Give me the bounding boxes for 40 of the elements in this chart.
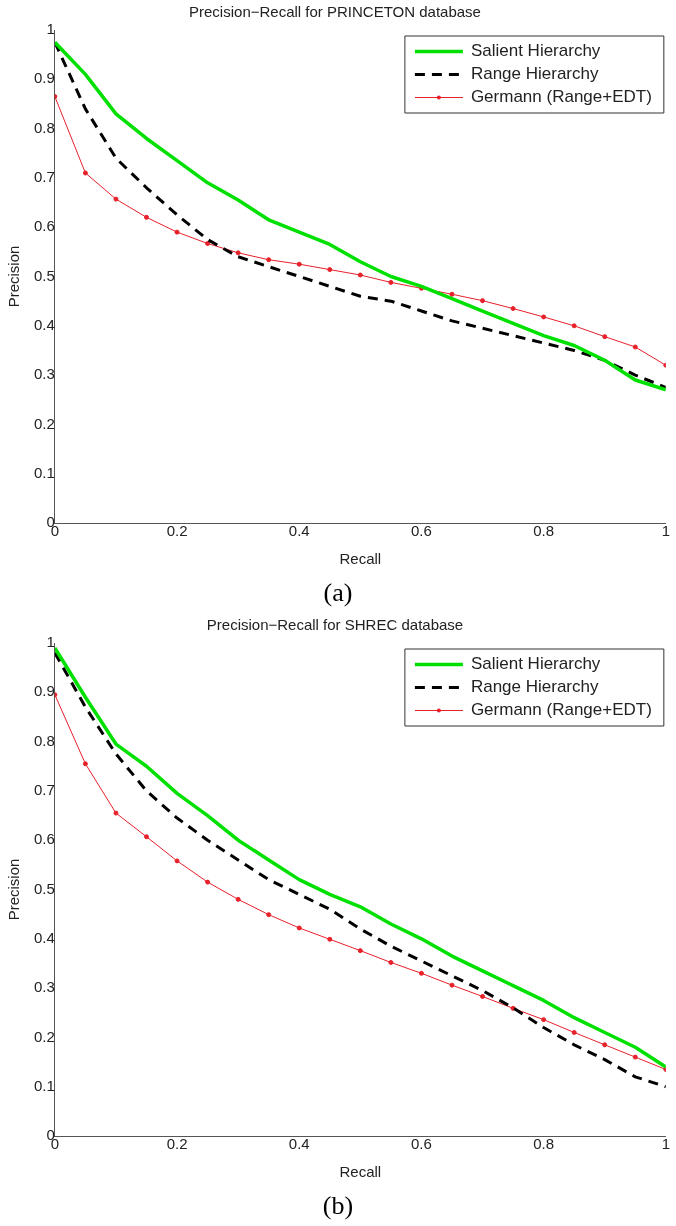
y-tick-label: 0.7: [33, 781, 55, 799]
y-tick-label: 0.9: [33, 69, 55, 87]
text: (a): [322, 577, 354, 609]
y-tick-label: 1: [46, 633, 55, 651]
x-tick-label: 0.2: [166, 1135, 188, 1153]
legend-label: Germann (Range+EDT): [470, 700, 652, 720]
y-tick-label: 0.8: [33, 118, 55, 136]
x-tick-label: 1: [661, 1135, 670, 1153]
y-tick-label: 0.3: [33, 365, 55, 383]
y-tick-label: 0.1: [33, 1076, 55, 1094]
legend-label: Salient Hierarchy: [470, 654, 601, 674]
x-tick-label: 0.8: [533, 522, 555, 540]
x-tick-label: 0.6: [411, 522, 432, 540]
y-tick-label: 0.2: [33, 414, 55, 432]
y-tick-label: 0.8: [33, 731, 55, 749]
legend-label: Range Hierarchy: [470, 64, 599, 84]
y-tick-label: 0.9: [33, 682, 55, 700]
y-tick-label: 0.2: [33, 1027, 55, 1045]
y-tick-label: 0.7: [33, 168, 55, 186]
x-axis-title: Recall: [339, 550, 382, 568]
y-tick-label: 0.1: [33, 463, 55, 481]
legend-label: Range Hierarchy: [470, 677, 599, 697]
y-axis-title: Precision: [5, 245, 23, 308]
y-tick-label: 0.6: [33, 830, 55, 848]
chart-title: Precision−Recall for PRINCETON database: [189, 3, 481, 21]
x-tick-label: 0.6: [411, 1135, 432, 1153]
y-tick-label: 1: [46, 20, 55, 38]
legend-label: Salient Hierarchy: [470, 41, 601, 61]
text: (b): [321, 1190, 355, 1222]
x-tick-label: 0.4: [288, 1135, 310, 1153]
x-tick-label: 1: [661, 522, 670, 540]
chart-title: Precision−Recall for SHREC database: [206, 616, 464, 634]
x-axis-title: Recall: [339, 1163, 382, 1181]
legend-label: Germann (Range+EDT): [470, 87, 652, 107]
x-tick-label: 0.4: [288, 522, 310, 540]
y-tick-label: 0.6: [33, 217, 55, 235]
y-tick-label: 0.3: [33, 978, 55, 996]
y-axis-title: Precision: [5, 858, 23, 921]
x-tick-label: 0.8: [533, 1135, 555, 1153]
x-tick-label: 0.2: [166, 522, 188, 540]
